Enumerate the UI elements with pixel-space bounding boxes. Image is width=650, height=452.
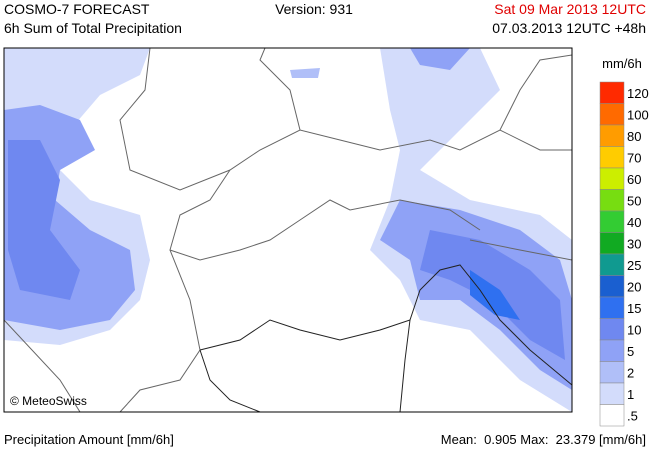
legend-swatch — [599, 232, 625, 255]
product-title: 6h Sum of Total Precipitation — [4, 20, 182, 36]
legend-swatch — [599, 339, 625, 362]
legend-label: 10 — [627, 322, 641, 337]
model-title: COSMO-7 FORECAST — [4, 1, 150, 17]
legend-label: 50 — [627, 193, 641, 208]
legend-swatch — [599, 210, 625, 233]
legend-label: 30 — [627, 236, 641, 251]
valid-time: Sat 09 Mar 2013 12UTC — [494, 1, 646, 17]
legend-swatch — [599, 124, 625, 147]
legend-swatch — [599, 189, 625, 212]
legend-swatch — [599, 275, 625, 298]
legend-swatch — [599, 382, 625, 405]
legend-swatch — [599, 146, 625, 169]
legend-swatch — [599, 318, 625, 341]
legend-label: 2 — [627, 365, 634, 380]
legend-label: 1 — [627, 387, 634, 402]
legend-swatch — [599, 296, 625, 319]
copyright: © MeteoSwiss — [10, 394, 87, 408]
legend-label: .5 — [627, 408, 638, 423]
parameter-label: Precipitation Amount [mm/6h] — [4, 432, 174, 447]
legend-label: 80 — [627, 129, 641, 144]
legend-swatch — [599, 361, 625, 384]
stats: Mean: 0.905 Max: 23.379 [mm/6h] — [441, 432, 646, 447]
version: Version: 931 — [275, 1, 353, 17]
legend-unit: mm/6h — [602, 56, 642, 71]
legend: mm/6h 120 100 80 70 60 50 40 30 25 20 15 10 5 2 1 .5 — [599, 56, 649, 427]
legend-label: 25 — [627, 258, 641, 273]
legend-label: 20 — [627, 279, 641, 294]
legend-swatch — [599, 103, 625, 126]
legend-label: 5 — [627, 344, 634, 359]
legend-swatch — [599, 167, 625, 190]
legend-swatch — [599, 404, 625, 427]
legend-label: 100 — [627, 107, 649, 122]
legend-label: 70 — [627, 150, 641, 165]
legend-label: 15 — [627, 301, 641, 316]
legend-label: 60 — [627, 172, 641, 187]
legend-swatch — [599, 253, 625, 276]
run-time: 07.03.2013 12UTC +48h — [492, 20, 646, 36]
legend-label: 40 — [627, 215, 641, 230]
legend-swatch — [599, 81, 625, 104]
map: © MeteoSwiss — [3, 47, 573, 413]
legend-label: 120 — [627, 86, 649, 101]
